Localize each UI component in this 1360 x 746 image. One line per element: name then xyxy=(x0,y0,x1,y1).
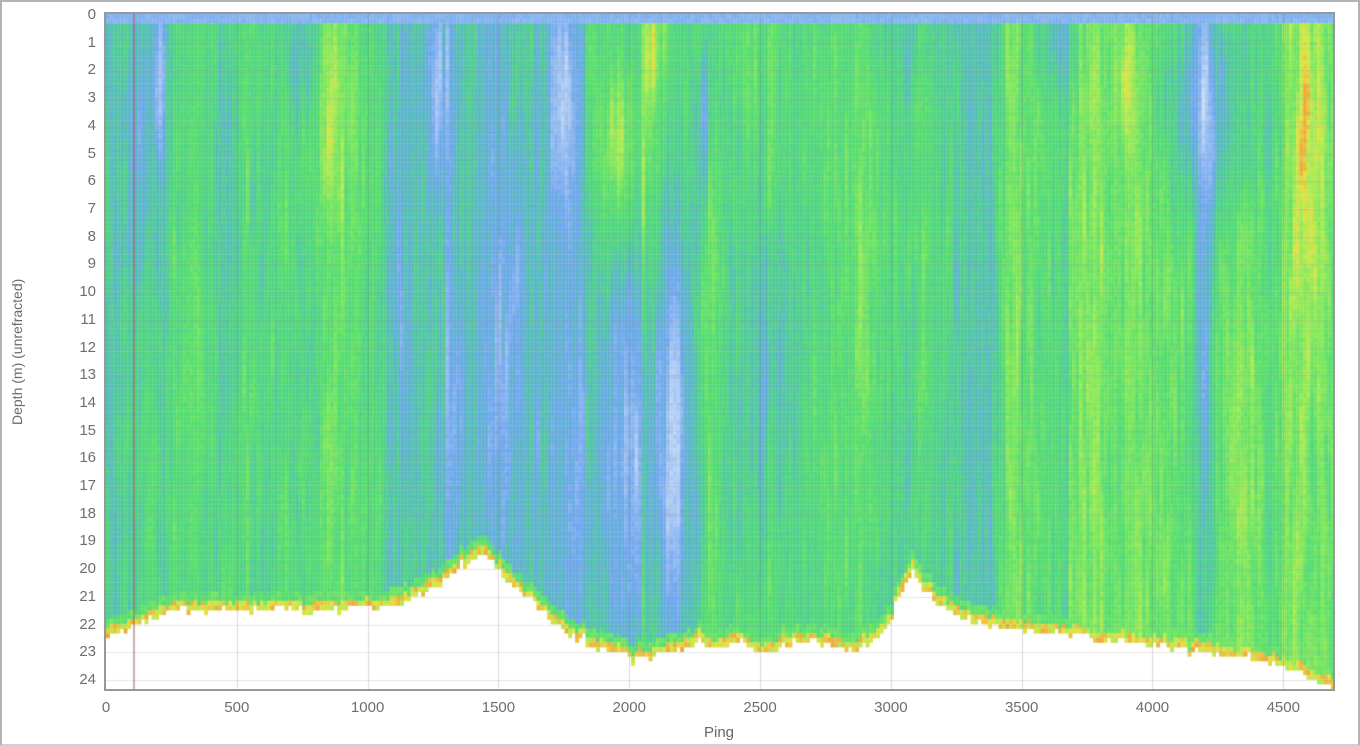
y-tick-label: 16 xyxy=(79,449,96,467)
y-tick-label: 18 xyxy=(79,504,96,522)
y-tick-label: 15 xyxy=(79,421,96,439)
echogram-canvas[interactable] xyxy=(106,14,1333,689)
y-tick-label: 2 xyxy=(87,61,96,79)
x-tick-label: 3500 xyxy=(1004,699,1039,716)
y-tick-label: 4 xyxy=(87,116,96,134)
x-tick-label: 2000 xyxy=(612,699,646,716)
y-tick-label: 10 xyxy=(79,283,96,301)
y-tick-label: 21 xyxy=(79,587,96,605)
y-tick-label: 9 xyxy=(87,255,96,273)
x-tick-label: 4500 xyxy=(1266,699,1300,716)
y-tick-label: 23 xyxy=(79,643,96,661)
y-tick-label: 19 xyxy=(79,532,96,550)
y-tick-label: 11 xyxy=(80,310,96,328)
y-tick-label: 5 xyxy=(87,144,96,162)
y-tick-label: 22 xyxy=(79,615,96,633)
y-tick-label: 6 xyxy=(87,172,96,190)
y-tick-label: 14 xyxy=(79,393,96,411)
y-tick-label: 1 xyxy=(87,33,96,51)
plot-area xyxy=(104,12,1335,691)
y-tick-label: 20 xyxy=(79,560,96,578)
y-tick-label: 7 xyxy=(87,199,96,217)
x-tick-label: 500 xyxy=(224,699,250,716)
x-tick-label: 3000 xyxy=(874,699,908,716)
y-tick-label: 12 xyxy=(79,338,96,356)
y-tick-label: 8 xyxy=(87,227,96,245)
x-tick-label: 1000 xyxy=(350,699,385,716)
x-tick-label: 2500 xyxy=(743,699,777,716)
x-tick-label: 4000 xyxy=(1135,699,1170,716)
x-tick-label: 1500 xyxy=(481,699,516,716)
y-tick-label: 3 xyxy=(87,89,96,107)
y-tick-label: 17 xyxy=(79,477,96,495)
y-tick-label: 24 xyxy=(79,671,96,689)
y-tick-label: 13 xyxy=(79,366,96,384)
y-tick-label: 0 xyxy=(87,6,96,23)
x-tick-label: 0 xyxy=(101,699,111,716)
x-axis-title: Ping xyxy=(703,724,735,741)
